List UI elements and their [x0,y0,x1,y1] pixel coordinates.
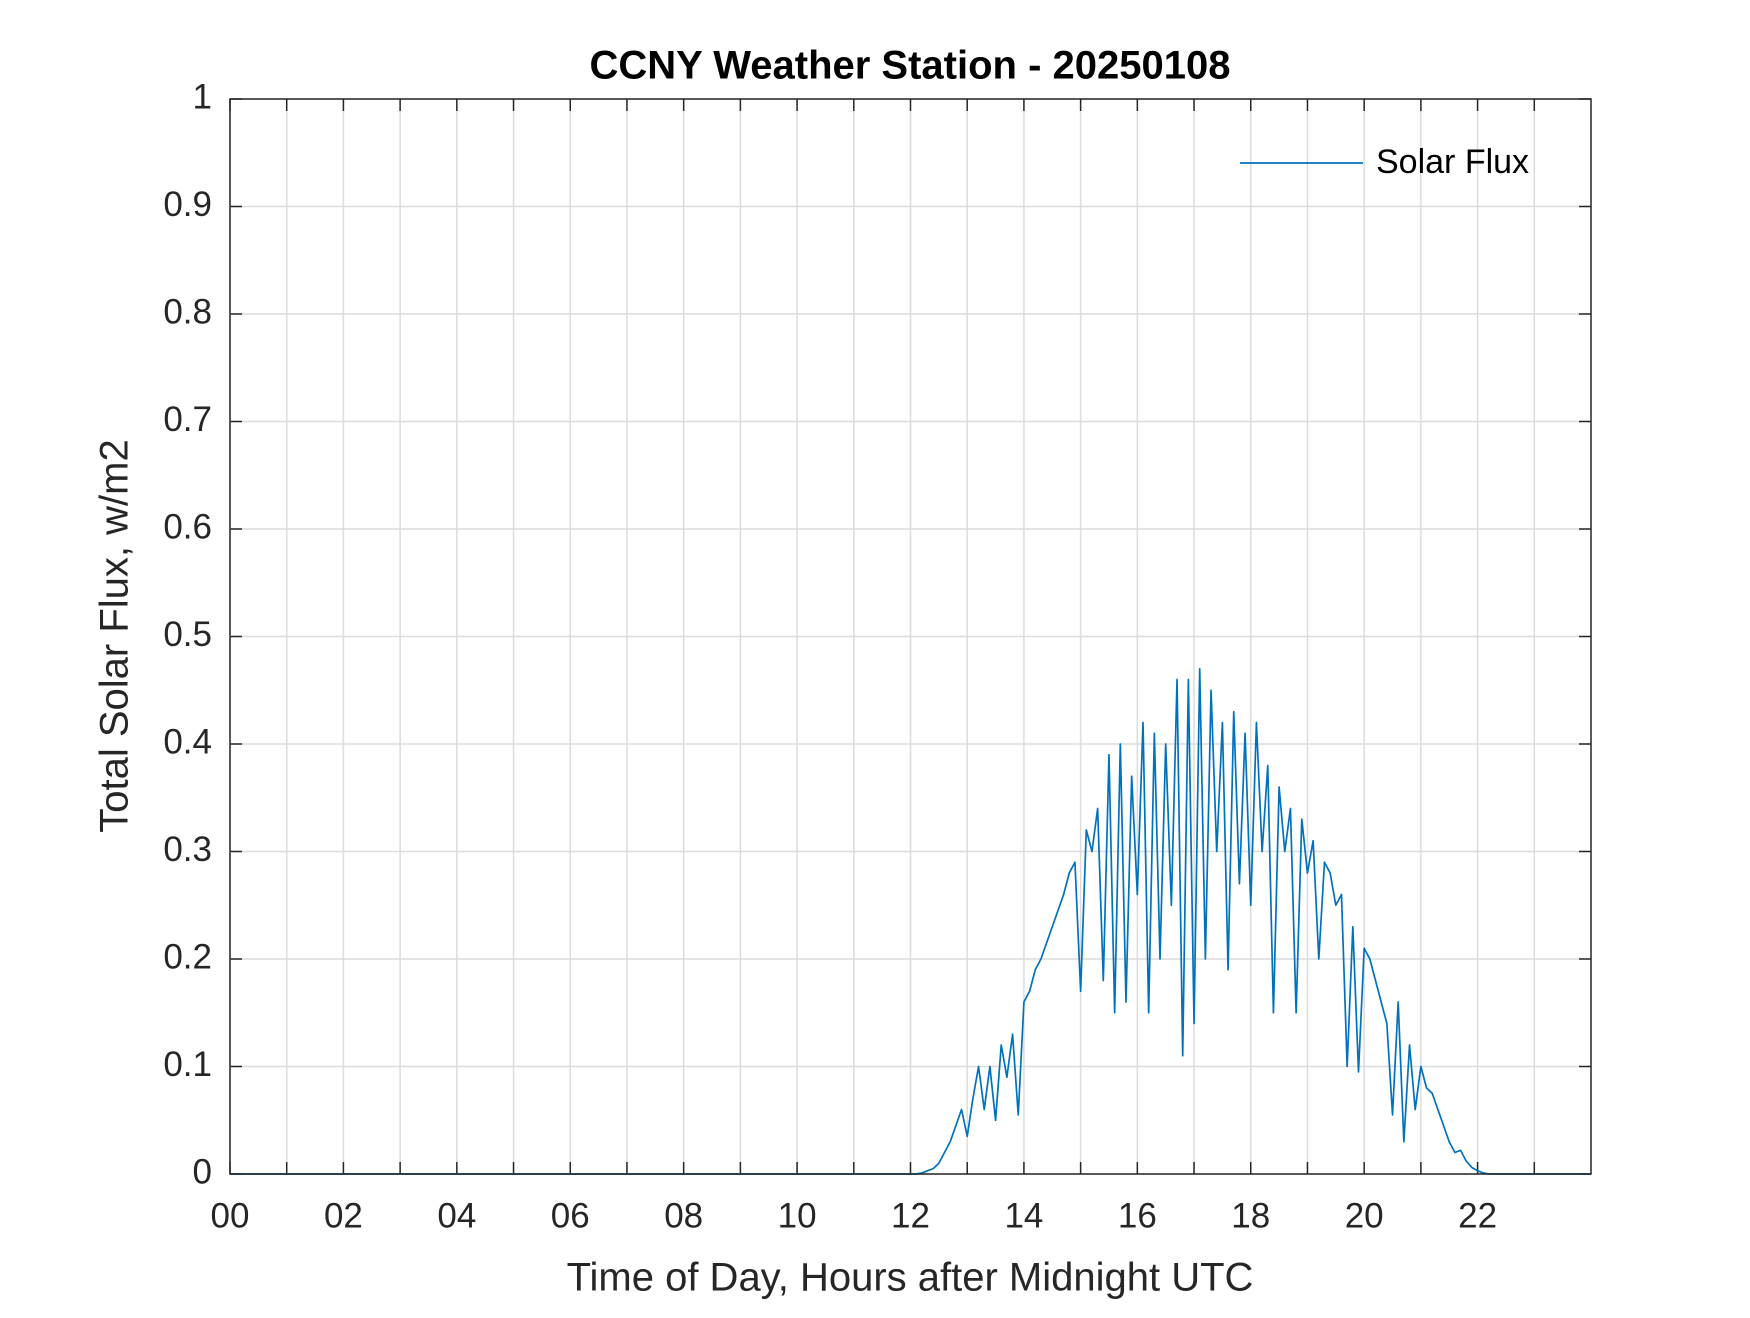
x-axis-label: Time of Day, Hours after Midnight UTC [567,1256,1254,1300]
x-tick-label: 18 [1231,1196,1270,1235]
x-tick-label: 20 [1345,1196,1384,1235]
x-tick-label: 06 [551,1196,590,1235]
y-tick-label: 0.4 [163,722,212,761]
y-tick-label: 0.5 [163,615,212,654]
y-tick-label: 0.3 [163,830,212,869]
y-tick-label: 0.2 [163,937,212,976]
x-tick-label: 00 [211,1196,250,1235]
y-tick-label: 0.6 [163,507,212,546]
y-tick-label: 0 [193,1152,212,1191]
data-line [230,667,1591,1175]
x-tick-label: 08 [664,1196,703,1235]
x-tick-label: 14 [1004,1196,1043,1235]
y-tick-label: 0.7 [163,400,212,439]
legend-label: Solar Flux [1376,143,1529,181]
y-tick-label: 1 [193,77,212,116]
y-axis-label: Total Solar Flux, w/m2 [93,439,137,832]
axes-box [229,98,1592,1175]
x-tick-label: 02 [324,1196,363,1235]
y-tick-label: 0.1 [163,1045,212,1084]
y-tick-label: 0.9 [163,185,212,224]
x-tick-label: 04 [437,1196,476,1235]
x-tick-label: 16 [1118,1196,1157,1235]
x-tick-label: 12 [891,1196,930,1235]
y-tick-label: 0.8 [163,292,212,331]
chart-title: CCNY Weather Station - 20250108 [590,44,1231,88]
x-tick-label: 10 [778,1196,817,1235]
x-tick-label: 22 [1458,1196,1497,1235]
